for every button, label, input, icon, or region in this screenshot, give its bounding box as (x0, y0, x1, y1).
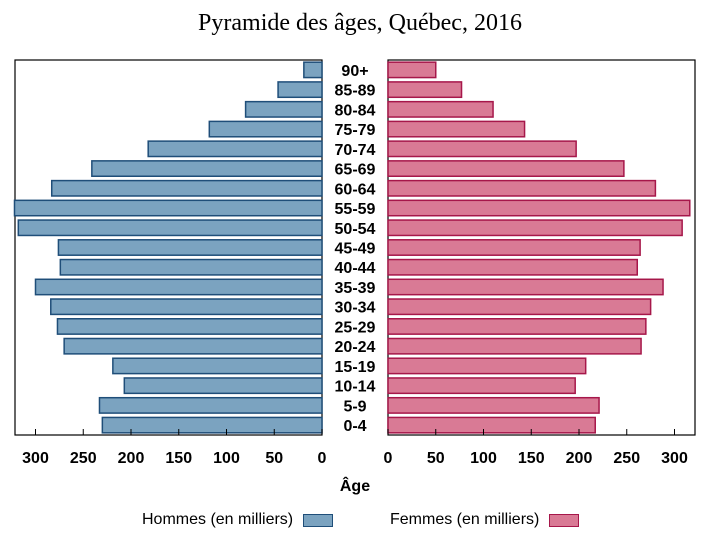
bar-men-20-24 (63, 337, 323, 355)
tick-label-women-100: 100 (470, 450, 497, 467)
legend-men-label: Hommes (en milliers) (142, 511, 294, 528)
legend-women: Femmes (en milliers) (390, 511, 580, 529)
chart-title: Pyramide des âges, Québec, 2016 (198, 10, 522, 36)
bar-women-40-44 (387, 258, 639, 276)
bar-women-30-34 (387, 298, 652, 316)
bar-men-10-14 (123, 377, 323, 395)
bar-men-0-4 (101, 416, 323, 434)
bar-men-55-59 (13, 199, 323, 217)
bar-men-75-79 (208, 120, 323, 138)
bar-men-85-89 (277, 81, 323, 99)
bar-women-65-69 (387, 160, 625, 178)
bar-men-90+ (303, 61, 323, 79)
tick-label-men-300: 300 (22, 450, 49, 467)
bar-men-35-39 (34, 278, 323, 296)
tick-label-men-200: 200 (118, 450, 145, 467)
bar-men-65-69 (91, 160, 323, 178)
tick-label-men-100: 100 (213, 450, 240, 467)
age-label-50-54: 50-54 (335, 221, 376, 238)
age-label-80-84: 80-84 (335, 102, 376, 119)
age-label-15-19: 15-19 (335, 359, 376, 376)
bar-women-20-24 (387, 337, 642, 355)
bar-women-75-79 (387, 120, 526, 138)
tick-label-men-0: 0 (318, 450, 327, 467)
bar-women-55-59 (387, 199, 691, 217)
age-label-90+: 90+ (341, 63, 368, 80)
bar-women-35-39 (387, 278, 664, 296)
bar-men-70-74 (147, 140, 323, 158)
bar-women-90+ (387, 61, 437, 79)
bar-women-45-49 (387, 239, 641, 256)
age-label-40-44: 40-44 (335, 260, 376, 277)
bar-men-50-54 (17, 219, 323, 237)
legend-women-label: Femmes (en milliers) (390, 511, 540, 528)
age-label-20-24: 20-24 (335, 339, 376, 356)
bar-men-30-34 (50, 298, 323, 316)
age-label-5-9: 5-9 (343, 398, 366, 415)
age-label-10-14: 10-14 (335, 379, 376, 396)
tick-label-women-300: 300 (661, 450, 688, 467)
legend-men-swatch (303, 513, 334, 527)
bar-women-60-64 (387, 179, 657, 197)
tick-label-women-0: 0 (384, 450, 393, 467)
bar-women-50-54 (387, 219, 683, 237)
bar-women-0-4 (387, 416, 596, 434)
tick-label-women-250: 250 (613, 450, 640, 467)
age-label-70-74: 70-74 (335, 142, 376, 159)
legend-men: Hommes (en milliers) (142, 511, 334, 529)
bar-men-45-49 (57, 239, 323, 256)
bar-men-25-29 (56, 318, 323, 335)
bar-men-40-44 (59, 258, 323, 276)
age-label-75-79: 75-79 (335, 122, 376, 139)
age-label-30-34: 30-34 (335, 300, 376, 317)
tick-label-women-150: 150 (518, 450, 545, 467)
age-label-35-39: 35-39 (335, 280, 376, 297)
age-label-65-69: 65-69 (335, 162, 376, 179)
age-label-25-29: 25-29 (335, 319, 376, 336)
tick-label-men-50: 50 (265, 450, 283, 467)
bar-women-15-19 (387, 357, 587, 375)
bar-women-25-29 (387, 318, 647, 335)
age-label-85-89: 85-89 (335, 83, 376, 100)
bar-men-15-19 (112, 357, 323, 375)
bar-men-5-9 (98, 396, 323, 414)
bar-women-85-89 (387, 81, 463, 99)
age-label-45-49: 45-49 (335, 241, 376, 258)
tick-label-men-150: 150 (165, 450, 192, 467)
bar-women-80-84 (387, 100, 494, 118)
bar-women-5-9 (387, 396, 600, 414)
tick-label-men-250: 250 (70, 450, 97, 467)
bar-women-70-74 (387, 140, 577, 158)
age-label-55-59: 55-59 (335, 201, 376, 218)
x-axis-label: Âge (340, 476, 370, 495)
tick-label-women-50: 50 (427, 450, 445, 467)
age-label-0-4: 0-4 (343, 418, 366, 435)
tick-label-women-200: 200 (566, 450, 593, 467)
bar-men-80-84 (244, 100, 323, 118)
bar-men-60-64 (50, 179, 323, 197)
bar-women-10-14 (387, 377, 576, 395)
age-label-60-64: 60-64 (335, 181, 376, 198)
legend-women-swatch (549, 513, 580, 527)
